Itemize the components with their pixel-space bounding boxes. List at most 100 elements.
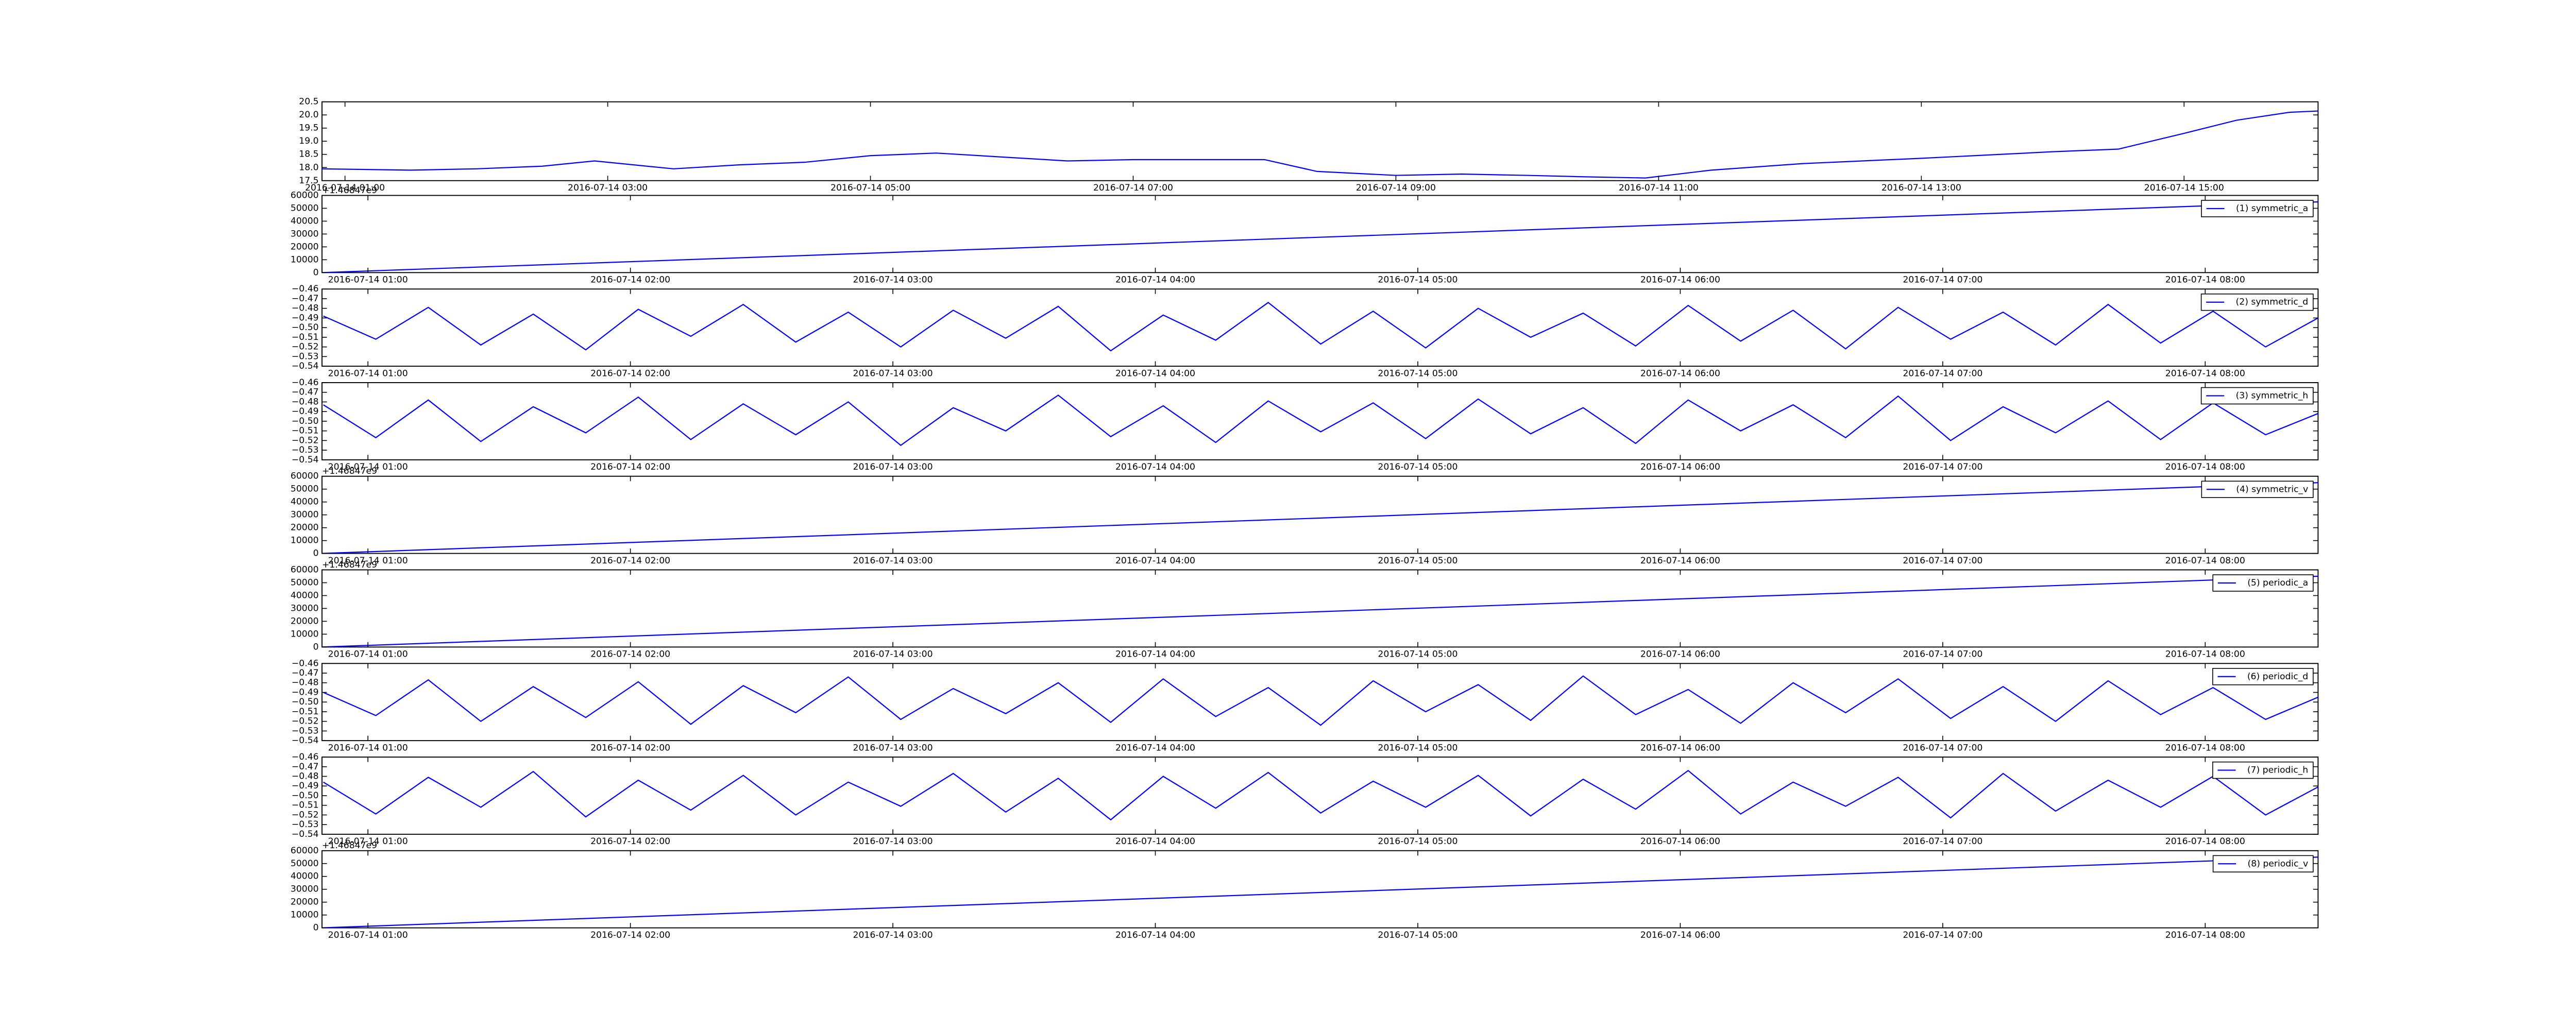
- x-tick-label: 2016-07-14 04:00: [1115, 556, 1195, 566]
- y-tick-label: −0.47: [292, 294, 319, 304]
- y-tick-label: −0.53: [292, 726, 319, 736]
- data-layer: [322, 575, 2318, 647]
- data-layer: [323, 394, 2318, 447]
- data-layer: [322, 856, 2318, 928]
- x-tick-label: 2016-07-14 07:00: [1903, 649, 1982, 660]
- x-tick-label: 2016-07-14 08:00: [2165, 836, 2245, 847]
- subplot: 0 10000 20000 30000 40000 50000 60000 2016-07-1…: [291, 466, 2319, 566]
- subplot: 0 10000 20000 30000 40000 50000 60000 2016-07-1…: [291, 840, 2319, 940]
- y-tick-label: 10000: [291, 910, 319, 920]
- x-tick-label: 2016-07-14 01:00: [328, 275, 408, 285]
- y-tick-label: −0.48: [292, 303, 319, 314]
- y-tick-label: 50000: [291, 484, 319, 494]
- x-tick-label: 2016-07-14 15:00: [2144, 183, 2224, 193]
- y-tick-label: 60000: [291, 190, 319, 200]
- x-tick-label: 2016-07-14 07:00: [1903, 368, 1982, 379]
- data-layer: [322, 110, 2318, 179]
- x-tick-label: 2016-07-14 03:00: [853, 368, 933, 379]
- y-tick-label: 30000: [291, 884, 319, 895]
- y-tick-label: 50000: [291, 203, 319, 213]
- subplot: 0 10000 20000 30000 40000 50000 60000 2016-07-1…: [291, 560, 2319, 660]
- y-tick-label: −0.52: [292, 342, 319, 352]
- x-tick-label: 2016-07-14 03:00: [853, 649, 933, 660]
- y-tick-label: −0.48: [292, 397, 319, 407]
- y-tick-label: −0.47: [292, 387, 319, 398]
- subplot: −0.54−0.53−0.52−0.51−0.50−0.49−0.48−0.47…: [292, 658, 2319, 753]
- plot-frame: [321, 101, 2319, 181]
- legend-label: (5) periodic_a: [2247, 578, 2308, 588]
- x-tick-label: 2016-07-14 03:00: [853, 556, 933, 566]
- x-tick-label: 2016-07-14 04:00: [1115, 743, 1195, 753]
- legend-label: (2) symmetric_d: [2236, 297, 2309, 307]
- x-tick-label: 2016-07-14 06:00: [1640, 556, 1720, 566]
- x-tick-label: 2016-07-14 07:00: [1903, 836, 1982, 847]
- data-layer: [323, 769, 2318, 821]
- x-tick-label: 2016-07-14 08:00: [2165, 743, 2245, 753]
- y-tick-label: 30000: [291, 603, 319, 613]
- x-tick-label: 2016-07-14 03:00: [568, 183, 648, 193]
- y-tick-label: −0.51: [292, 707, 319, 717]
- x-tick-label: 2016-07-14 02:00: [590, 556, 670, 566]
- x-tick-label: 2016-07-14 05:00: [1378, 649, 1458, 660]
- y-tick-label: −0.48: [292, 678, 319, 688]
- x-tick-label: 2016-07-14 07:00: [1903, 275, 1982, 285]
- x-tick-label: 2016-07-14 08:00: [2165, 556, 2245, 566]
- legend: (4) symmetric_v: [2201, 480, 2314, 498]
- legend-label: (6) periodic_d: [2247, 672, 2308, 682]
- y-tick-label: 50000: [291, 577, 319, 588]
- x-tick-label: 2016-07-14 07:00: [1093, 183, 1173, 193]
- x-tick-label: 2016-07-14 07:00: [1903, 930, 1982, 940]
- data-line: [322, 482, 2318, 554]
- y-tick-label: 0: [313, 548, 319, 559]
- y-tick-label: 10000: [291, 254, 319, 265]
- y-tick-label: −0.50: [292, 697, 319, 707]
- plot-frame: [321, 757, 2319, 835]
- y-tick-label: 40000: [291, 497, 319, 507]
- plot-frame: [321, 569, 2319, 648]
- offset-text: +1.46847e9: [322, 840, 377, 851]
- legend-label: (1) symmetric_a: [2236, 203, 2308, 214]
- y-tick-label: −0.49: [292, 313, 319, 323]
- x-tick-label: 2016-07-14 05:00: [831, 183, 910, 193]
- x-tick-label: 2016-07-14 08:00: [2165, 649, 2245, 660]
- x-tick-label: 2016-07-14 02:00: [590, 836, 670, 847]
- y-tick-label: 20.0: [299, 110, 318, 120]
- y-tick-label: 17.5: [299, 176, 318, 186]
- x-tick-label: 2016-07-14 01:00: [305, 183, 385, 193]
- y-tick-label: −0.54: [292, 361, 319, 371]
- y-tick-label: 19.5: [299, 123, 318, 133]
- y-tick-label: −0.52: [292, 435, 319, 445]
- y-tick-label: 40000: [291, 590, 319, 600]
- x-tick-label: 2016-07-14 07:00: [1903, 462, 1982, 472]
- subplot: −0.54−0.53−0.52−0.51−0.50−0.49−0.48−0.47…: [292, 752, 2319, 847]
- x-tick-label: 2016-07-14 01:00: [328, 836, 408, 847]
- x-tick-label: 2016-07-14 07:00: [1903, 556, 1982, 566]
- y-tick-label: 60000: [291, 846, 319, 856]
- plot-frame: [321, 288, 2319, 367]
- y-tick-label: −0.49: [292, 781, 319, 791]
- x-tick-label: 2016-07-14 02:00: [590, 368, 670, 379]
- data-line: [323, 394, 2318, 447]
- plot-frame: [321, 850, 2319, 929]
- x-tick-label: 2016-07-14 04:00: [1115, 836, 1195, 847]
- x-tick-label: 2016-07-14 04:00: [1115, 368, 1195, 379]
- x-tick-label: 2016-07-14 01:00: [328, 743, 408, 753]
- y-tick-label: −0.46: [292, 752, 319, 762]
- x-tick-label: 2016-07-14 06:00: [1640, 462, 1720, 472]
- subplot: −0.54−0.53−0.52−0.51−0.50−0.49−0.48−0.47…: [292, 377, 2319, 472]
- x-tick-label: 2016-07-14 08:00: [2165, 462, 2245, 472]
- x-tick-label: 2016-07-14 06:00: [1640, 368, 1720, 379]
- data-layer: [323, 675, 2318, 726]
- y-tick-label: −0.46: [292, 284, 319, 294]
- offset-text: +1.46847e9: [322, 466, 377, 476]
- plot-frame: [321, 663, 2319, 742]
- y-tick-label: 30000: [291, 510, 319, 520]
- x-tick-label: 2016-07-14 05:00: [1378, 836, 1458, 847]
- data-line: [323, 675, 2318, 726]
- y-tick-label: 60000: [291, 471, 319, 482]
- x-tick-label: 2016-07-14 02:00: [590, 649, 670, 660]
- y-tick-label: −0.47: [292, 668, 319, 678]
- offset-text: +1.46847e9: [322, 560, 377, 570]
- plot-frame: [321, 195, 2319, 273]
